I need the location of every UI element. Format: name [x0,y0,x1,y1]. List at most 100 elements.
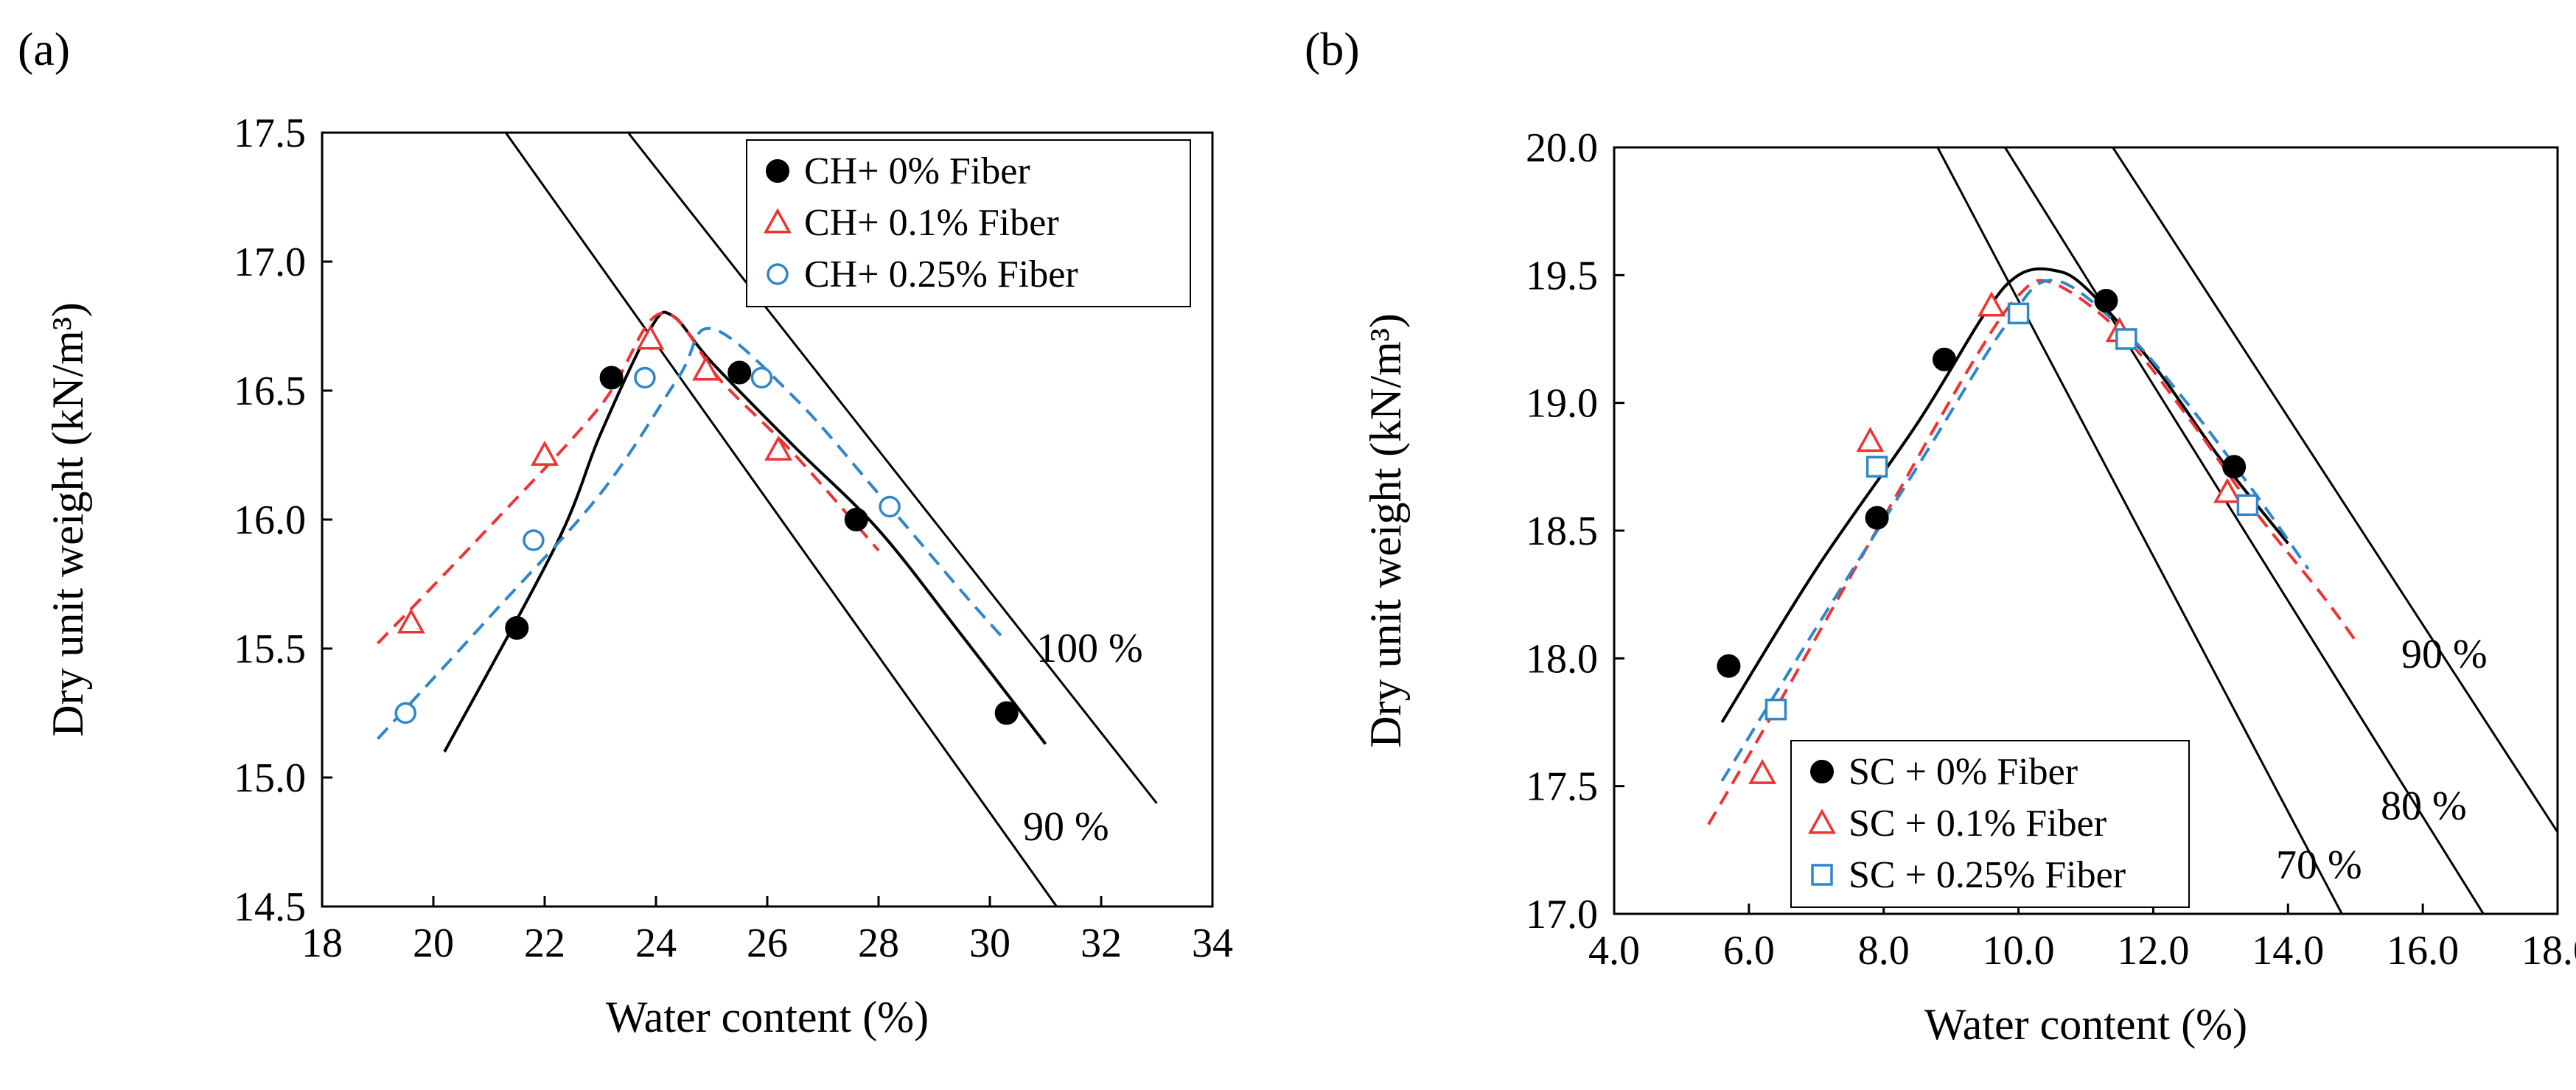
data-point [1933,347,1956,371]
legend-label: SC + 0.25% Fiber [1849,854,2126,896]
y-axis-title: Dry unit weight (kN/m³) [43,302,92,737]
x-tick-label: 14.0 [2252,928,2324,974]
legend-label: CH+ 0.25% Fiber [804,254,1078,296]
legend-marker [766,159,789,183]
data-point [397,608,425,634]
saturation-line-label: 100 % [1036,626,1143,671]
saturation-line-label: 90 % [2401,632,2488,677]
x-axis-title: Water content (%) [606,993,929,1041]
x-tick-label: 12.0 [2117,928,2189,974]
y-tick-label: 16.5 [234,368,306,414]
data-point [2007,302,2030,325]
compaction-curve [1720,267,2289,724]
saturation-line [2112,147,2558,833]
data-point [2115,328,2137,350]
x-tick-label: 22 [524,920,565,966]
data-point [634,366,656,389]
compaction-curve [377,326,1002,740]
y-tick-label: 17.5 [234,111,306,156]
data-point [636,324,665,350]
x-tick-label: 18.0 [2521,928,2576,974]
y-axis-title: Dry unit weight (kN/m³) [1361,313,1410,748]
data-point [2213,478,2241,503]
y-tick-label: 19.0 [1526,381,1598,427]
saturation-line [627,133,1158,804]
saturation-line [504,133,1058,906]
y-tick-label: 17.5 [1526,764,1598,810]
legend-marker [1808,808,1836,834]
x-tick-label: 30 [969,920,1010,966]
panel-b: (b) 4.0 6.0 8.0 10.0 12.0 14.0 16.0 18.0 17.0 17.5… [1305,23,2576,1049]
y-tick-label: 18.5 [1526,509,1598,554]
data-point [2094,289,2118,312]
x-tick-label: 20 [413,920,454,966]
legend-label: SC + 0.1% Fiber [1849,803,2106,845]
data-point [879,495,901,518]
x-tick-label: 6.0 [1723,928,1775,974]
x-axis-title: Water content (%) [1924,1000,2247,1049]
y-tick-label: 19.5 [1526,253,1598,298]
x-tick-label: 4.0 [1588,928,1640,974]
legend-marker [767,263,789,285]
compaction-curve [1707,279,2357,825]
data-point [1865,455,1888,478]
legend-label: CH+ 0.1% Fiber [804,202,1059,244]
legend: CH+ 0% Fiber CH+ 0.1% Fiber CH+ 0.25% Fibe… [746,139,1191,307]
data-point [750,366,773,389]
data-point [1865,506,1889,530]
saturation-line [1936,147,2343,914]
data-point [2236,494,2259,517]
saturation-line-label: 90 % [1023,804,1109,850]
data-point [1765,698,1787,721]
x-tick-label: 8.0 [1858,928,1910,974]
saturation-line-label: 70 % [2276,842,2362,888]
data-point [844,508,868,531]
y-tick-label: 20.0 [1526,125,1598,171]
data-point [691,355,720,381]
x-tick-label: 28 [858,920,899,966]
data-point [394,702,416,724]
compaction-curve [1720,279,2310,782]
data-point [1748,758,1777,784]
x-tick-label: 10.0 [1983,928,2055,974]
data-point [764,435,793,461]
legend: SC + 0% Fiber SC + 0.1% Fiber SC + 0.25% F… [1790,740,2190,908]
data-point [1717,654,1741,678]
data-point [727,360,752,385]
legend-marker [1811,864,1833,886]
legend-box [1790,740,2190,908]
x-tick-label: 34 [1192,920,1233,966]
legend-label: CH+ 0% Fiber [804,150,1030,192]
y-tick-label: 16.0 [234,497,306,543]
y-tick-label: 17.0 [1526,892,1598,937]
legend-marker [1810,760,1834,783]
data-point [994,701,1019,725]
y-tick-label: 15.0 [234,755,306,801]
plot-area [377,133,1158,906]
data-point [1856,427,1885,453]
saturation-line-label: 80 % [2381,783,2467,829]
x-tick-label: 24 [635,920,677,966]
panel-label: (b) [1305,23,1360,75]
compaction-curve [377,311,880,645]
saturation-line [2004,147,2485,914]
y-tick-label: 18.0 [1526,636,1598,682]
y-tick-label: 14.5 [234,884,306,930]
data-point [531,440,559,467]
x-tick-label: 16.0 [2387,928,2459,974]
data-point [523,529,545,551]
data-point [505,616,529,640]
data-point [1978,291,2006,317]
plot-area [1707,147,2558,914]
panel-a: (a) 18 20 22 24 26 28 30 32 34 14.5 15.0 15.5 16.0 16.… [18,23,1233,1041]
x-tick-label: 18 [301,920,343,966]
y-tick-label: 17.0 [234,240,306,285]
legend-label: SC + 0% Fiber [1849,751,2078,793]
x-tick-label: 32 [1081,920,1122,966]
panel-label: (a) [18,23,70,75]
data-point [2222,455,2247,479]
data-point [599,366,624,390]
legend-marker [764,208,792,234]
legend-box [746,139,1191,307]
